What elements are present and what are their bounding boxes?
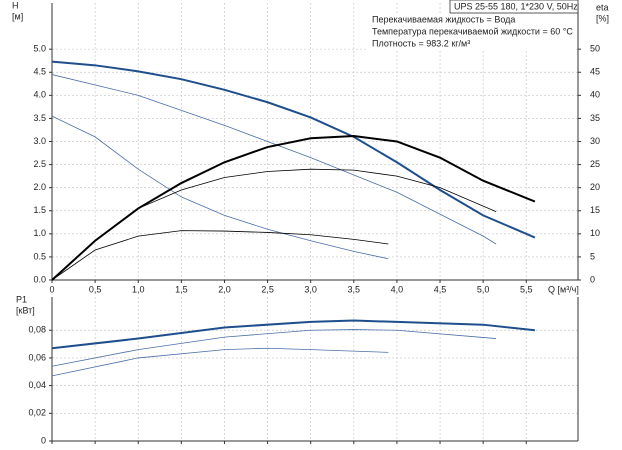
y-tick-label: 0,06 bbox=[28, 352, 46, 362]
y-tick-label: 0.5 bbox=[33, 251, 46, 261]
curve bbox=[51, 319, 535, 350]
y-tick-label: 5.0 bbox=[33, 44, 46, 54]
y2-tick-label: 15 bbox=[590, 205, 600, 215]
annotation-bg bbox=[368, 26, 576, 38]
y-axis-label: [кВт] bbox=[16, 305, 35, 315]
y-tick-label: 1.5 bbox=[33, 205, 46, 215]
annotation: Перекачиваемая жидкость = Вода bbox=[372, 14, 515, 24]
annotation-bg bbox=[368, 14, 576, 26]
annotation: Плотность = 983.2 кг/м³ bbox=[372, 38, 470, 48]
x-tick-label: 4,0 bbox=[391, 284, 404, 294]
curve bbox=[51, 329, 497, 367]
y-tick-label: 0,08 bbox=[28, 325, 46, 335]
y2-tick-label: 10 bbox=[590, 228, 600, 238]
curve bbox=[51, 60, 536, 239]
x-tick-label: 0 bbox=[49, 284, 54, 294]
curve bbox=[51, 230, 389, 281]
x-tick-label: 3,5 bbox=[348, 284, 361, 294]
y-tick-label: 0,04 bbox=[28, 380, 46, 390]
y2-tick-label: 20 bbox=[590, 182, 600, 192]
y-axis-label: P1 bbox=[16, 294, 27, 304]
x-tick-label: 4,5 bbox=[434, 284, 447, 294]
curve bbox=[51, 74, 497, 245]
y2-tick-label: 40 bbox=[590, 90, 600, 100]
curve bbox=[51, 134, 536, 281]
y-tick-label: 0 bbox=[41, 435, 46, 445]
annotation-bg bbox=[368, 38, 576, 50]
annotation: Температура перекачиваемой жидкости = 60… bbox=[372, 26, 573, 36]
y2-tick-label: 25 bbox=[590, 159, 600, 169]
y-axis-label: H bbox=[12, 0, 19, 10]
annotation: UPS 25-55 180, 1*230 V, 50Hz bbox=[454, 1, 578, 11]
y2-tick-label: 5 bbox=[590, 251, 595, 261]
x-tick-label: 2,5 bbox=[261, 284, 274, 294]
legend-box bbox=[449, 0, 579, 14]
y-tick-label: 2.0 bbox=[33, 182, 46, 192]
y-tick-label: 3.0 bbox=[33, 136, 46, 146]
y2-tick-label: 30 bbox=[590, 136, 600, 146]
y-tick-label: 3.5 bbox=[33, 113, 46, 123]
x-tick-label: 0,5 bbox=[89, 284, 102, 294]
y2-tick-label: 45 bbox=[590, 67, 600, 77]
y-tick-label: 1.0 bbox=[33, 228, 46, 238]
y2-tick-label: 0 bbox=[590, 274, 595, 284]
y2-tick-label: 35 bbox=[590, 113, 600, 123]
y-axis-label: [м] bbox=[12, 11, 23, 21]
x-tick-label: 2,0 bbox=[218, 284, 231, 294]
y2-tick-label: 50 bbox=[590, 44, 600, 54]
y-tick-label: 0,02 bbox=[28, 408, 46, 418]
y-tick-label: 0.0 bbox=[33, 274, 46, 284]
curve bbox=[51, 347, 389, 377]
y-tick-label: 4.0 bbox=[33, 90, 46, 100]
x-axis-label: Q [м³/ч] bbox=[548, 284, 579, 294]
x-tick-label: 5,0 bbox=[477, 284, 490, 294]
curve bbox=[51, 168, 497, 281]
y-tick-label: 2.5 bbox=[33, 159, 46, 169]
y2-axis-label: eta bbox=[596, 2, 609, 12]
y-tick-label: 4.5 bbox=[33, 67, 46, 77]
x-tick-label: 1,5 bbox=[175, 284, 188, 294]
x-tick-label: 1,0 bbox=[132, 284, 145, 294]
x-tick-label: 3,0 bbox=[304, 284, 317, 294]
curve bbox=[51, 115, 389, 260]
y2-axis-label: [%] bbox=[596, 13, 609, 23]
x-tick-label: 5,5 bbox=[520, 284, 533, 294]
